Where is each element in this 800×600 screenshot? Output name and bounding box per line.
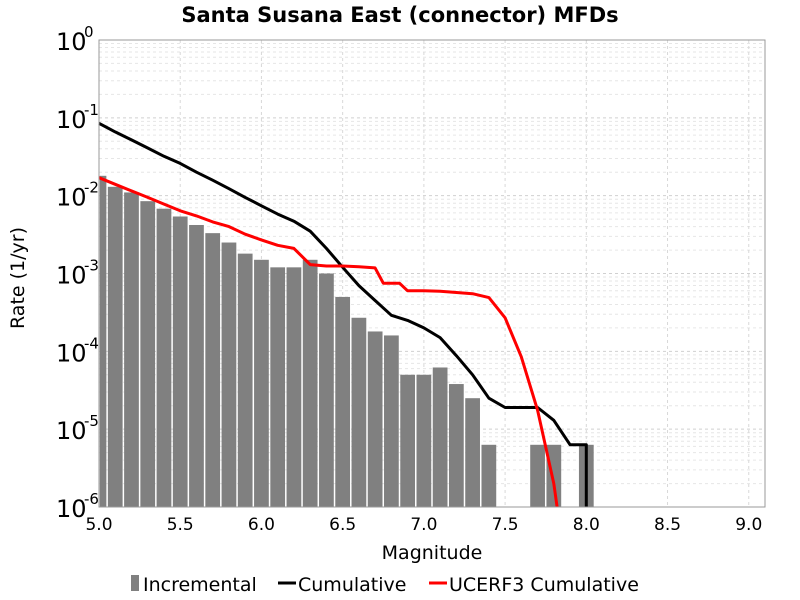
x-axis-ticks: 5.0 5.5 6.0 6.5 7.0 7.5 8.0 8.5 9.0	[85, 515, 762, 535]
incremental-bar	[302, 259, 318, 507]
y-tick-exponent: -1	[84, 101, 99, 119]
y-tick-base: 10	[56, 262, 87, 290]
legend-label-cumulative: Cumulative	[298, 574, 406, 596]
x-tick-label: 6.0	[248, 515, 275, 535]
cumulative-line	[98, 121, 588, 507]
y-tick-base: 10	[56, 417, 87, 445]
incremental-bar	[432, 367, 448, 507]
incremental-bar	[172, 216, 188, 507]
x-tick-label: 6.5	[329, 515, 356, 535]
cumulative-lines	[98, 121, 588, 508]
incremental-bar	[481, 444, 497, 507]
plot-border	[98, 39, 766, 508]
y-tick-base: 10	[56, 106, 87, 134]
incremental-bar	[189, 224, 204, 508]
incremental-bar	[254, 259, 269, 507]
incremental-bar	[384, 335, 399, 507]
y-tick-base: 10	[56, 184, 87, 212]
x-tick-label: 5.0	[85, 515, 112, 535]
legend-swatch-incremental	[131, 575, 139, 591]
incremental-bar	[270, 267, 286, 507]
x-tick-label: 8.0	[573, 515, 600, 535]
legend-label-incremental: Incremental	[143, 574, 257, 596]
x-tick-label: 7.5	[492, 515, 519, 535]
y-tick-exponent: -5	[84, 412, 99, 430]
y-tick-base: 10	[56, 495, 87, 523]
incremental-bar	[237, 253, 253, 507]
incremental-bar	[416, 374, 432, 507]
incremental-bars	[99, 175, 594, 508]
x-tick-label: 9.0	[735, 515, 762, 535]
incremental-bar	[99, 175, 107, 507]
incremental-bar	[124, 192, 139, 507]
chart-title: Santa Susana East (connector) MFDs	[181, 3, 618, 27]
legend-label-ucerf3-cumulative: UCERF3 Cumulative	[449, 574, 639, 596]
incremental-bar	[156, 208, 172, 507]
ucerf3-cumulative-line	[98, 176, 559, 508]
x-tick-label: 8.5	[654, 515, 681, 535]
y-tick-exponent: -4	[84, 334, 99, 352]
incremental-bar	[351, 317, 367, 507]
incremental-bar	[107, 186, 123, 507]
incremental-bar	[465, 398, 480, 507]
y-tick-exponent: -2	[84, 179, 99, 197]
incremental-bar	[530, 444, 545, 507]
y-tick-exponent: -3	[84, 257, 99, 275]
x-tick-label: 5.5	[167, 515, 194, 535]
plot-area	[98, 39, 766, 508]
y-tick-exponent: 0	[84, 23, 94, 41]
y-tick-exponent: -6	[84, 490, 99, 508]
x-tick-label: 7.0	[410, 515, 437, 535]
incremental-bar	[400, 374, 416, 507]
incremental-bar	[448, 384, 464, 507]
incremental-bar	[335, 296, 351, 507]
y-axis-label: Rate (1/yr)	[7, 227, 29, 329]
incremental-bar	[140, 201, 156, 508]
incremental-bar	[286, 267, 302, 507]
legend: Incremental Cumulative UCERF3 Cumulative	[131, 574, 639, 596]
y-tick-base: 10	[56, 339, 87, 367]
y-tick-base: 10	[56, 28, 87, 56]
incremental-bar	[319, 273, 334, 507]
incremental-bar	[221, 242, 237, 507]
x-axis-label: Magnitude	[382, 542, 483, 564]
incremental-bar	[367, 331, 383, 507]
incremental-bar	[205, 233, 221, 507]
